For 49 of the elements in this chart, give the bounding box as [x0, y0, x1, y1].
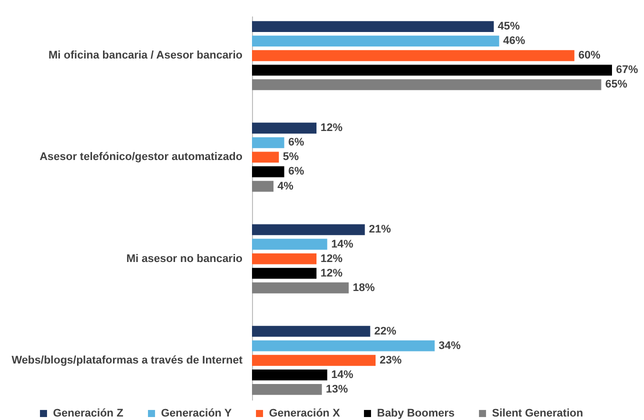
data-label: 67%: [616, 64, 638, 76]
legend-label: Silent Generation: [492, 408, 584, 420]
bar: [252, 36, 500, 47]
bar: [252, 340, 435, 352]
data-label: 46%: [503, 35, 526, 48]
legend-label: Generación Z: [53, 408, 124, 420]
data-label: 34%: [438, 340, 461, 352]
y-tick-label: Asesor telefónico/gestor automatizado: [40, 151, 243, 164]
bar: [252, 180, 274, 192]
bar: [252, 152, 279, 163]
legend-label: Baby Boomers: [377, 408, 455, 420]
data-label: 23%: [380, 354, 402, 366]
bar: [252, 224, 365, 236]
data-label: 21%: [368, 224, 392, 236]
bar: [252, 282, 349, 294]
bar: [252, 166, 284, 178]
y-tick-label: Webs/blogs/plataformas a través de Internet: [12, 354, 243, 366]
bar: [252, 64, 612, 76]
bar: [252, 369, 328, 380]
bar: [252, 21, 494, 32]
bar: [252, 238, 328, 250]
data-label: 6%: [288, 166, 304, 178]
data-label: 45%: [498, 20, 520, 33]
data-label: 22%: [374, 325, 396, 338]
bar: [252, 253, 316, 264]
data-label: 60%: [578, 50, 601, 62]
bar: [252, 122, 316, 134]
legend-label: Generación X: [269, 408, 341, 420]
data-label: 65%: [605, 78, 628, 91]
data-label: 12%: [320, 267, 343, 280]
y-tick-label: Mi asesor no bancario: [126, 252, 243, 265]
data-label: 4%: [277, 180, 294, 192]
bar: [252, 79, 602, 90]
legend-label: Generación Y: [161, 408, 232, 420]
bar: [252, 137, 284, 148]
data-label: 14%: [331, 368, 354, 381]
data-label: 14%: [331, 238, 354, 250]
bar: [252, 384, 322, 395]
bar: [252, 50, 574, 62]
data-label: 13%: [326, 383, 348, 396]
bar: [252, 268, 316, 279]
bar: [252, 326, 370, 337]
data-label: 18%: [352, 282, 375, 294]
y-tick-label: Mi oficina bancaria / Asesor bancario: [48, 50, 243, 62]
bar: [252, 354, 376, 366]
data-label: 12%: [320, 252, 343, 265]
data-label: 5%: [282, 151, 299, 164]
data-label: 6%: [288, 136, 304, 149]
data-label: 12%: [320, 122, 343, 134]
